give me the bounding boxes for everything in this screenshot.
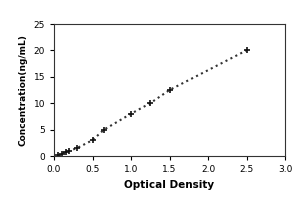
Y-axis label: Concentration(ng/mL): Concentration(ng/mL) [19, 34, 28, 146]
X-axis label: Optical Density: Optical Density [124, 180, 214, 190]
